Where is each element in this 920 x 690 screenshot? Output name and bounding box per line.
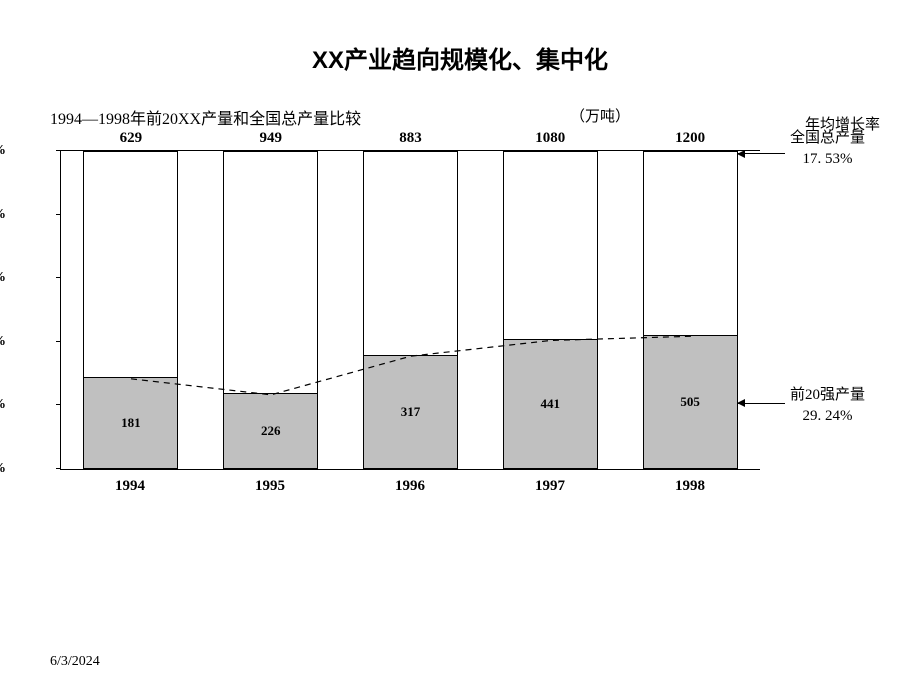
y-tick-label: 60%: [0, 270, 6, 286]
bar: 883317: [363, 151, 458, 469]
slide: XX产业趋向规模化、集中化 1994—1998年前20XX产量和全国总产量比较 …: [0, 0, 920, 690]
bar: 1200505: [643, 151, 738, 469]
annotation-top20-line2: 29. 24%: [790, 406, 865, 427]
arrow-line-top: [738, 153, 786, 154]
y-tick-label: 100%: [0, 143, 6, 159]
y-tick-mark: [56, 277, 61, 278]
annotation-total-line2: 17. 53%: [790, 149, 865, 170]
y-tick-label: 40%: [0, 334, 6, 350]
annotation-total: 全国总产量 17. 53%: [790, 128, 865, 170]
y-tick-label: 80%: [0, 207, 6, 223]
x-tick-label: 1997: [480, 478, 620, 495]
x-tick-label: 1998: [620, 478, 760, 495]
bar-total-label: 949: [259, 130, 282, 147]
bar-bottom-segment: 505: [644, 335, 737, 468]
subtitle-row: 1994—1998年前20XX产量和全国总产量比较 （万吨） 年均增长率: [30, 105, 890, 135]
bar-total-label: 883: [399, 130, 422, 147]
arrow-head-bottom: [737, 399, 745, 407]
bar: 1080441: [503, 151, 598, 469]
bar-total-label: 1080: [535, 130, 565, 147]
chart-container: 0%20%40%60%80%100% 629181949226883317108…: [60, 150, 890, 495]
chart-area: 0%20%40%60%80%100% 629181949226883317108…: [60, 150, 760, 470]
bar: 629181: [83, 151, 178, 469]
bar-group: 1200505: [620, 151, 760, 469]
x-tick-label: 1994: [60, 478, 200, 495]
y-tick-mark: [56, 404, 61, 405]
bars-row: 629181 949226 883317 1080441 1200505: [61, 151, 760, 469]
date-stamp: 6/3/2024: [50, 654, 100, 670]
annotation-top20-line1: 前20强产量: [790, 385, 865, 406]
y-tick-mark: [56, 214, 61, 215]
x-axis: 19941995199619971998: [60, 478, 760, 495]
y-tick-label: 0%: [0, 461, 6, 477]
bar-bottom-segment: 226: [224, 393, 317, 468]
x-tick-label: 1995: [200, 478, 340, 495]
unit-label: （万吨）: [570, 105, 630, 126]
bar-group: 629181: [61, 151, 201, 469]
bar-bottom-segment: 441: [504, 339, 597, 468]
arrow-head-top: [737, 150, 745, 158]
arrow-line-bottom: [738, 403, 786, 404]
bar-group: 1080441: [480, 151, 620, 469]
y-tick-label: 20%: [0, 397, 6, 413]
y-tick-mark: [56, 341, 61, 342]
x-tick-label: 1996: [340, 478, 480, 495]
bar-group: 883317: [341, 151, 481, 469]
bar-bottom-segment: 181: [84, 377, 177, 468]
bar-total-label: 1200: [675, 130, 705, 147]
bar-total-label: 629: [120, 130, 143, 147]
y-tick-mark: [56, 150, 61, 151]
page-title: XX产业趋向规模化、集中化: [30, 40, 890, 75]
bar: 949226: [223, 151, 318, 469]
annotation-top20: 前20强产量 29. 24%: [790, 385, 865, 427]
y-tick-mark: [56, 468, 61, 469]
bar-bottom-segment: 317: [364, 355, 457, 468]
subtitle: 1994—1998年前20XX产量和全国总产量比较: [50, 105, 361, 129]
bar-group: 949226: [201, 151, 341, 469]
annotation-total-line1: 全国总产量: [790, 128, 865, 149]
